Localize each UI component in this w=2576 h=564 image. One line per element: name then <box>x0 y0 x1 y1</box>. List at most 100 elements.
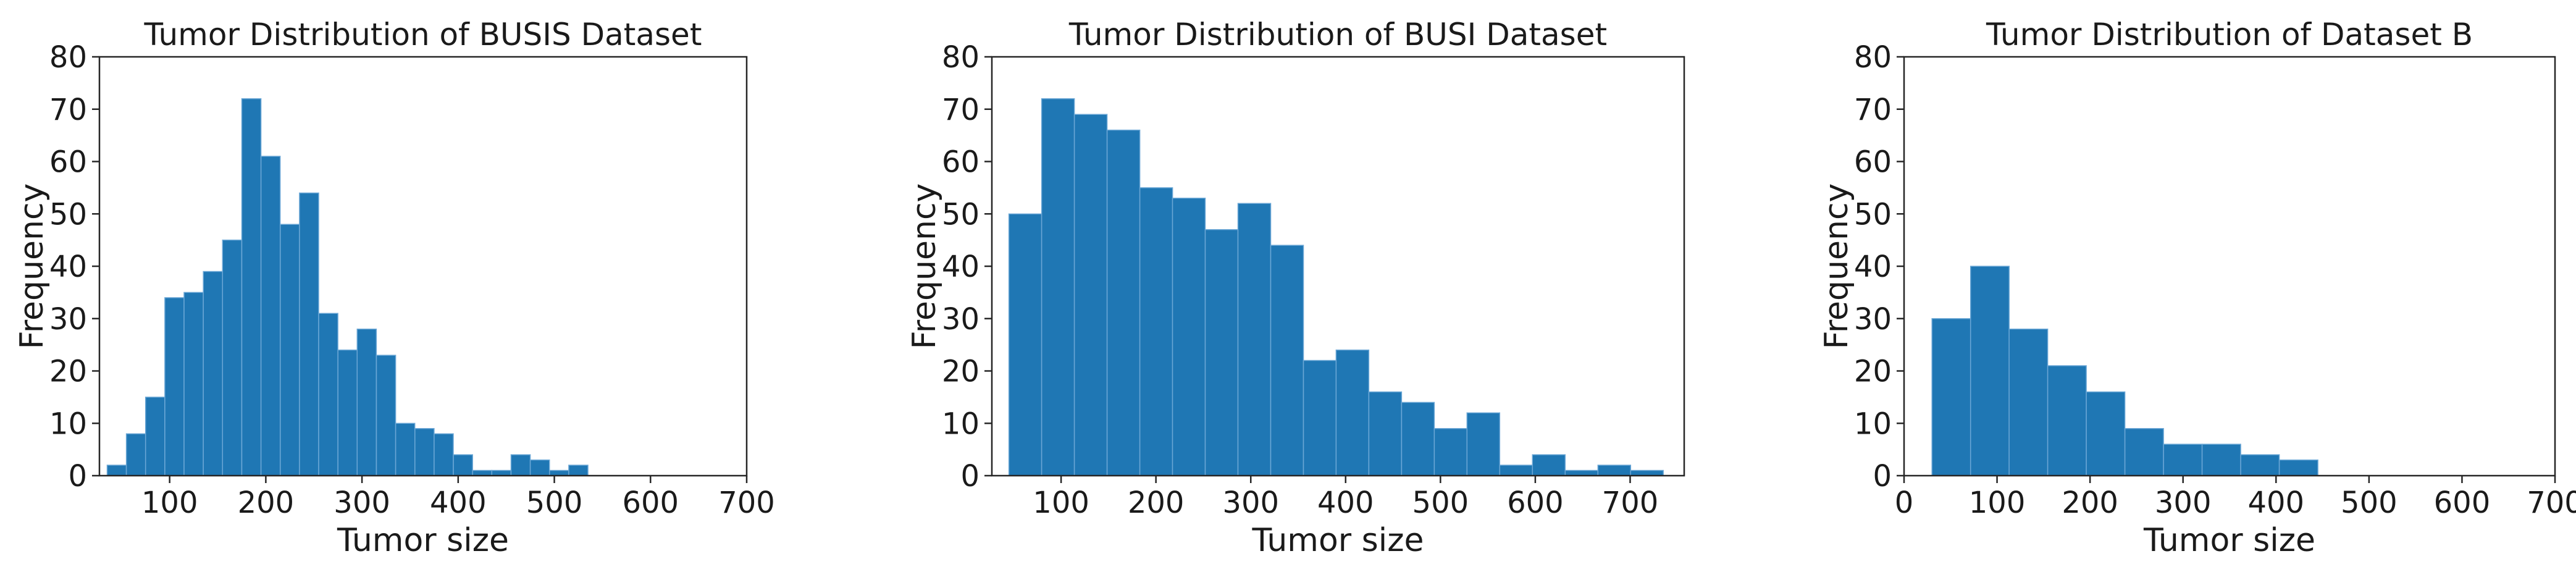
histogram-panel-busi: 100 200 300 400 500 600 700 0 10 20 30 40 50 60 70 80 Tu… <box>906 17 1685 559</box>
axes <box>1897 56 2556 483</box>
plot-border <box>98 56 748 477</box>
x-tick-label: 100 <box>141 486 198 520</box>
y-axis-label: Frequency <box>14 183 51 350</box>
histogram-bar <box>318 313 338 476</box>
y-tick-label: 60 <box>942 145 980 180</box>
histogram-bar <box>549 469 569 476</box>
histogram-bar <box>472 469 493 476</box>
axes <box>92 56 748 483</box>
histogram-bar <box>1401 402 1435 476</box>
x-tick-label: 400 <box>430 486 487 520</box>
histogram-bar <box>125 433 146 476</box>
x-tick-label: 200 <box>2062 486 2118 520</box>
histogram-bar <box>1008 213 1043 476</box>
x-tick-label: 100 <box>1033 486 1089 520</box>
histogram-bar <box>529 459 550 476</box>
y-tick-label: 30 <box>942 302 980 337</box>
histogram-bar <box>2047 365 2087 476</box>
histogram-bar <box>2086 391 2126 476</box>
y-tick-label: 0 <box>1873 459 1892 494</box>
histogram-bar <box>2240 454 2280 476</box>
histogram-bar <box>414 427 435 476</box>
histogram-bar <box>1172 198 1206 476</box>
bars-group <box>106 98 589 476</box>
histogram-bar <box>2124 427 2164 476</box>
y-tick-label: 70 <box>49 93 87 127</box>
histogram-bar <box>299 192 319 476</box>
y-tick-label: 40 <box>1854 250 1892 284</box>
histogram-bar <box>1204 229 1239 476</box>
y-tick-label: 0 <box>960 459 980 494</box>
labels-group: 100 200 300 400 500 600 700 0 10 20 30 40 50 60 70 80 Tu… <box>906 17 1658 559</box>
y-tick-label: 40 <box>942 250 980 284</box>
x-tick-label: 500 <box>526 486 583 520</box>
x-tick-label: 600 <box>2434 486 2491 520</box>
histogram-bar <box>2201 444 2241 476</box>
histogram-bar <box>1106 129 1141 476</box>
y-tick-label: 0 <box>68 459 87 494</box>
histogram-bar <box>2278 459 2318 476</box>
histogram-bar <box>1368 391 1403 476</box>
x-axis-label: Tumor size <box>337 522 509 559</box>
x-tick-label: 400 <box>1317 486 1374 520</box>
histogram-bar <box>568 465 589 476</box>
histogram-bar <box>1073 114 1108 476</box>
x-axis-label: Tumor size <box>1251 522 1424 559</box>
y-axis-label: Frequency <box>906 183 943 350</box>
chart-title: Tumor Distribution of BUSI Dataset <box>1068 17 1607 53</box>
y-tick-label: 70 <box>942 93 980 127</box>
chart-title: Tumor Distribution of Dataset B <box>1986 17 2473 53</box>
histogram-bar <box>106 465 127 476</box>
bars-group <box>1931 266 2318 476</box>
histogram-bar <box>1433 427 1468 476</box>
histogram-bar <box>1303 360 1337 476</box>
x-tick-label: 700 <box>718 486 775 520</box>
histogram-bar <box>1970 266 2010 476</box>
histogram-bar <box>1041 98 1075 476</box>
bars-group <box>1008 98 1664 476</box>
chart-title: Tumor Distribution of BUSIS Dataset <box>144 17 702 53</box>
histogram-bar <box>1564 469 1599 476</box>
histogram-bar <box>241 98 262 476</box>
x-tick-label: 0 <box>1895 486 1914 520</box>
histogram-bar <box>491 469 512 476</box>
x-tick-label: 400 <box>2247 486 2304 520</box>
x-tick-label: 200 <box>238 486 295 520</box>
histogram-bar <box>2163 444 2203 476</box>
x-tick-label: 300 <box>2155 486 2212 520</box>
histogram-panel-dataset-b: 0 100 200 300 400 500 600 700 0 10 20 30 40 50 60 70 80 T… <box>1818 17 2576 559</box>
histogram-bar <box>1532 454 1566 476</box>
y-tick-label: 20 <box>1854 355 1892 389</box>
histogram-bar <box>1931 318 1971 476</box>
y-tick-label: 20 <box>942 355 980 389</box>
y-tick-label: 60 <box>1854 145 1892 180</box>
histogram-bar <box>356 328 377 476</box>
histogram-bar <box>375 355 396 476</box>
histogram-bar <box>183 292 204 476</box>
y-tick-label: 80 <box>942 40 980 75</box>
x-tick-label: 200 <box>1128 486 1185 520</box>
histogram-bar <box>1597 465 1632 476</box>
histogram-bar <box>337 349 358 476</box>
x-tick-label: 300 <box>1222 486 1279 520</box>
histogram-bar <box>280 224 300 476</box>
histogram-bar <box>1630 469 1664 476</box>
x-tick-label: 600 <box>622 486 679 520</box>
histogram-bar <box>395 423 416 476</box>
axes <box>984 56 1685 483</box>
y-tick-label: 80 <box>1854 40 1892 75</box>
histogram-bar <box>1335 349 1370 476</box>
y-tick-label: 30 <box>1854 302 1892 337</box>
histogram-bar <box>1466 412 1501 476</box>
y-tick-label: 10 <box>49 406 87 441</box>
y-tick-label: 10 <box>1854 406 1892 441</box>
histogram-bar <box>260 156 281 476</box>
x-tick-label: 300 <box>334 486 390 520</box>
x-axis-label: Tumor size <box>2143 522 2315 559</box>
histogram-bar <box>203 271 224 476</box>
x-tick-label: 700 <box>2527 486 2576 520</box>
x-tick-label: 500 <box>1412 486 1469 520</box>
histogram-bar <box>164 297 185 476</box>
labels-group: 100 200 300 400 500 600 700 0 10 20 30 40 50 60 70 80 Tu… <box>14 17 775 559</box>
x-tick-label: 700 <box>1602 486 1659 520</box>
